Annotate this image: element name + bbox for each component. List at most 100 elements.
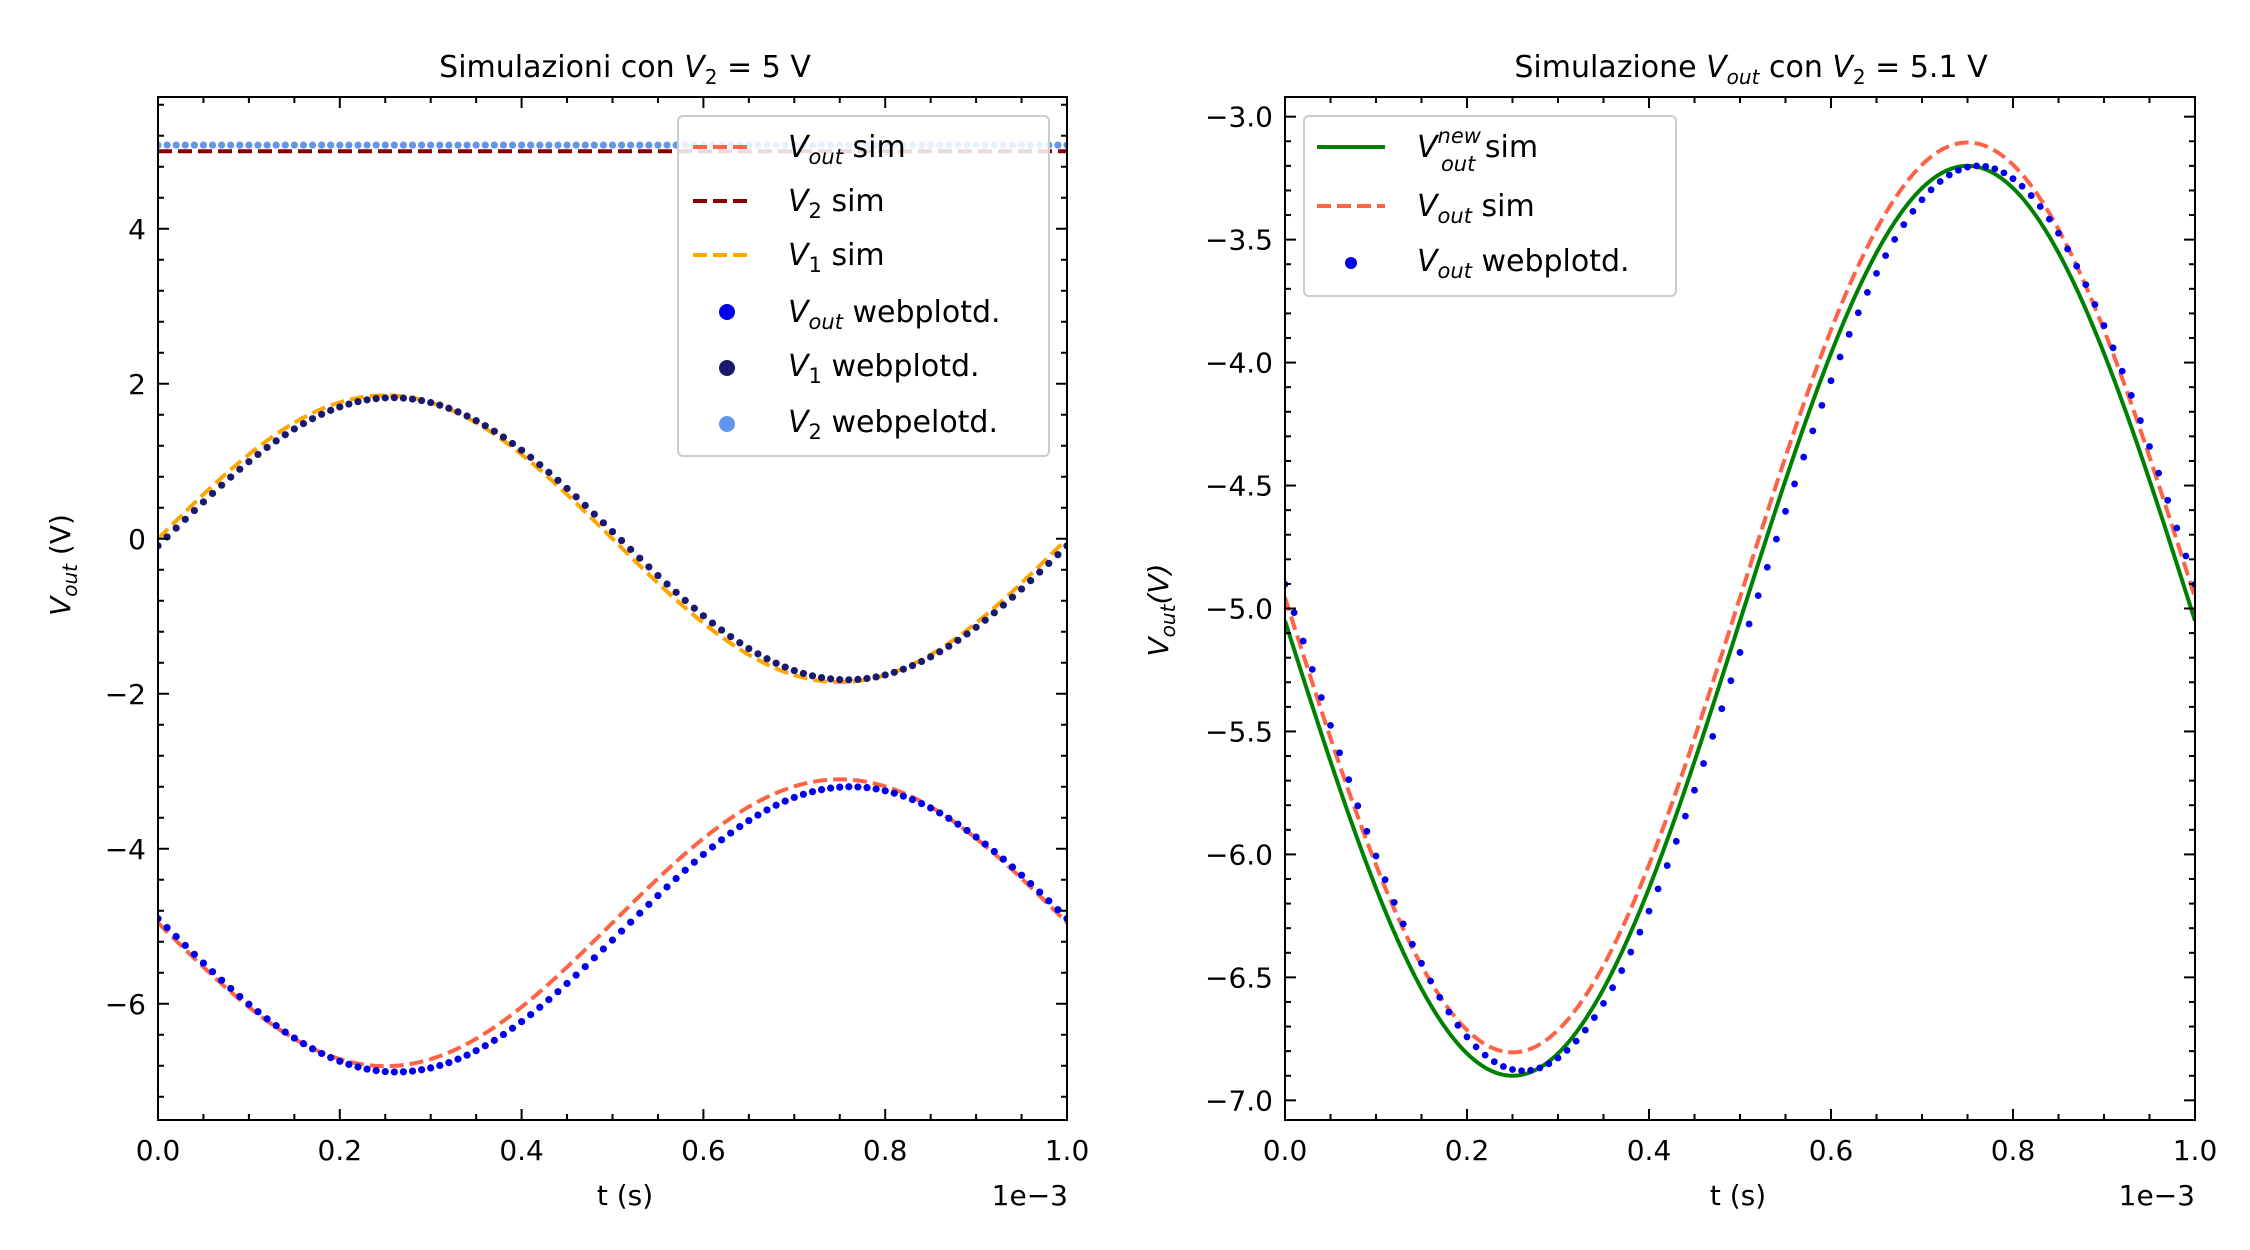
data-point [1736, 649, 1744, 656]
data-point [890, 668, 898, 676]
data-point [717, 836, 726, 844]
data-point [1372, 852, 1380, 860]
left-chart-title: Simulazioni con V2 = 5 V [439, 50, 811, 89]
data-point [1700, 760, 1707, 767]
data-point [1718, 705, 1726, 713]
data-point [1591, 1014, 1598, 1021]
data-point [1636, 928, 1644, 936]
data-point [1973, 162, 1980, 170]
y-tick-label: −6.5 [1205, 961, 1273, 994]
data-point [799, 669, 807, 678]
data-point [1545, 1060, 1553, 1068]
data-point [2000, 169, 2008, 177]
data-point [636, 554, 644, 562]
data-point [554, 141, 562, 149]
data-point [563, 141, 571, 149]
data-point [572, 971, 580, 979]
data-point [354, 141, 362, 149]
data-point [1900, 221, 1908, 229]
data-point [845, 676, 853, 684]
data-point [772, 801, 780, 809]
data-point [1500, 1063, 1507, 1070]
y-tick-label: −4 [105, 833, 146, 866]
data-point [536, 1003, 544, 1011]
data-point [208, 141, 217, 149]
data-point [354, 398, 362, 406]
left-x-axis-label: t (s) [597, 1179, 653, 1212]
x-tick-label: 0.6 [681, 1134, 726, 1167]
data-point [2109, 344, 2117, 352]
data-point [872, 673, 880, 681]
legend-entry-v2-sim: V2 sim [693, 184, 885, 223]
plot-area [1285, 140, 2195, 1078]
data-point [408, 1067, 417, 1075]
data-point [1318, 694, 1325, 701]
data-point [599, 519, 608, 527]
data-point [190, 506, 198, 515]
data-point [245, 141, 253, 149]
data-point [427, 1064, 435, 1072]
data-point [1754, 592, 1762, 599]
data-point [236, 465, 244, 473]
data-point [236, 141, 244, 149]
data-point [218, 481, 226, 489]
data-point [627, 141, 635, 149]
data-point [299, 420, 308, 428]
data-point [790, 793, 798, 802]
x-tick-label: 0.8 [863, 1134, 908, 1167]
data-point [836, 676, 844, 684]
data-point [527, 453, 535, 461]
data-point [1809, 427, 1817, 435]
data-point [845, 783, 853, 791]
data-point [490, 141, 498, 149]
legend-entry-v1-webplotd: V1 webplotd. [719, 349, 980, 388]
data-point [1017, 871, 1026, 879]
data-point [581, 501, 589, 509]
data-point [436, 1061, 444, 1070]
data-point [1418, 959, 1425, 967]
data-point [990, 847, 998, 856]
svg-text:Vout webplotd.: Vout webplotd. [1417, 244, 1630, 283]
y-tick-label: −7.0 [1205, 1084, 1273, 1117]
data-point [263, 141, 271, 149]
data-point [1045, 559, 1053, 568]
data-point [981, 840, 989, 848]
data-point [827, 675, 835, 683]
data-point [854, 675, 862, 684]
legend-entry-vout-sim: Vout sim [693, 130, 906, 169]
y-tick-label: −2 [105, 678, 146, 711]
data-point [1518, 1067, 1525, 1075]
data-point [2055, 229, 2062, 237]
data-point [445, 1058, 453, 1067]
data-point [1036, 568, 1044, 576]
data-point [954, 820, 962, 828]
data-point [654, 571, 662, 580]
data-point [1008, 593, 1017, 601]
data-point [1390, 898, 1398, 906]
data-point [627, 918, 635, 926]
data-point [2164, 496, 2172, 504]
data-point [2009, 175, 2017, 183]
data-point [1572, 1037, 1580, 1045]
data-point [290, 425, 298, 433]
data-point [936, 809, 944, 817]
data-point [1299, 637, 1307, 645]
data-point [1527, 1066, 1535, 1074]
legend-entry-vout-new-sim: Vnew out sim [1317, 124, 1538, 176]
data-point [299, 141, 308, 149]
data-point [1945, 171, 1953, 179]
data-point [1509, 1066, 1516, 1073]
data-point [2127, 391, 2135, 399]
data-point [390, 394, 398, 402]
data-point [1554, 1054, 1562, 1062]
data-point [318, 1049, 326, 1058]
series-v-webplotd [158, 394, 1067, 684]
data-point [1054, 141, 1062, 149]
data-point [1909, 207, 1917, 215]
data-point [908, 795, 917, 804]
data-point [545, 468, 553, 476]
data-point [1982, 163, 1990, 170]
data-point [608, 936, 617, 944]
left-legend: Vout sim V2 sim V1 sim Vout webplotd. V1… [677, 115, 1050, 457]
data-point [617, 536, 626, 545]
